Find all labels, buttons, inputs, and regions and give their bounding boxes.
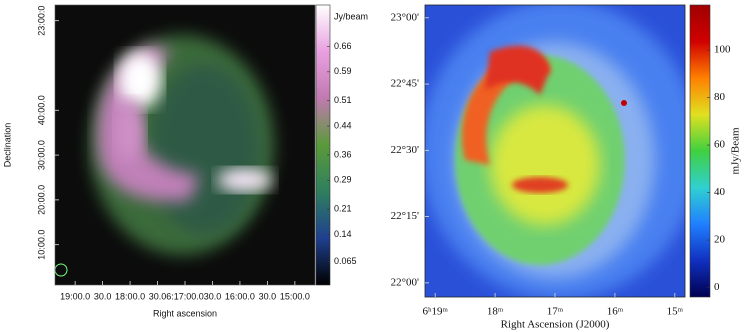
colorbar-tick-label: 0.44	[334, 120, 352, 130]
y-tick-label: 20:00.0	[36, 185, 46, 215]
x-tick-label: 30.0	[204, 291, 222, 301]
x-tick-label: 6ʰ19ᵐ	[422, 306, 448, 318]
colorbar-tick-label: 0.14	[334, 229, 352, 239]
x-tick-label: 30.0	[94, 291, 112, 301]
y-tick-label: 23°00'	[391, 11, 419, 23]
x-tick-label: 30.0	[259, 291, 277, 301]
colorbar-tick-label: 80	[714, 91, 726, 103]
colorbar	[315, 4, 331, 286]
colorbar-tick-label: 0.29	[334, 175, 352, 185]
y-axis-title: Declination	[2, 123, 12, 168]
x-tick-label: 18ᵐ	[487, 306, 504, 318]
colorbar-title: Jy/beam	[334, 11, 368, 21]
y-tick-label: 10:00.0	[36, 230, 46, 260]
y-tick-label: 22°30'	[391, 144, 419, 156]
colorbar-tick-label: 100	[714, 44, 731, 56]
y-tick-label: 40:00.0	[36, 95, 46, 125]
colorbar	[689, 4, 711, 298]
image-right	[425, 5, 685, 297]
x-tick-label: 16ᵐ	[607, 306, 624, 318]
x-tick-label: 15:00.0	[280, 291, 310, 301]
colorbar-tick-label: 0.66	[334, 41, 352, 51]
colorbar-tick-label: 0.065	[334, 256, 357, 266]
x-tick-label: 30.0	[149, 291, 167, 301]
x-tick-label: 15ᵐ	[667, 306, 684, 318]
x-tick-label: 19:00.0	[60, 291, 90, 301]
y-tick-label: 30:00.0	[36, 140, 46, 170]
colorbar-title: mJy/Beam	[730, 127, 742, 174]
y-tick-label: 22°00'	[391, 276, 419, 288]
y-tick-label: 22°45'	[391, 78, 419, 90]
colorbar-tick-label: 60	[714, 139, 726, 151]
colorbar-tick-label: 0	[714, 281, 720, 293]
x-tick-label: 16:00.0	[225, 291, 255, 301]
colorbar-tick-label: 20	[714, 234, 726, 246]
radio-map-right: 6ʰ19ᵐ 18ᵐ 17ᵐ 16ᵐ 15ᵐ 22°00' 22°15' 22°30' 22°45…	[391, 4, 742, 331]
x-axis-title: Right Ascension (J2000)	[501, 319, 610, 331]
radio-map-left: 19:00.0 30.0 18:00.0 30.0 6:17:00.0 30.0 16:00…	[2, 4, 368, 318]
x-tick-label: 6:17:00.0	[166, 291, 204, 301]
y-tick-label: 22°15'	[391, 210, 419, 222]
colorbar-tick-label: 40	[714, 186, 726, 198]
image-left	[55, 5, 315, 285]
y-tick-label: 23:00:0	[36, 6, 46, 36]
x-axis-title: Right ascension	[153, 308, 217, 318]
colorbar-tick-label: 0.21	[334, 204, 352, 214]
colorbar-tick-label: 0.51	[334, 95, 352, 105]
x-tick-label: 18:00.0	[115, 291, 145, 301]
x-tick-label: 17ᵐ	[547, 306, 564, 318]
colorbar-tick-label: 0.59	[334, 66, 352, 76]
colorbar-tick-label: 0.36	[334, 149, 352, 159]
